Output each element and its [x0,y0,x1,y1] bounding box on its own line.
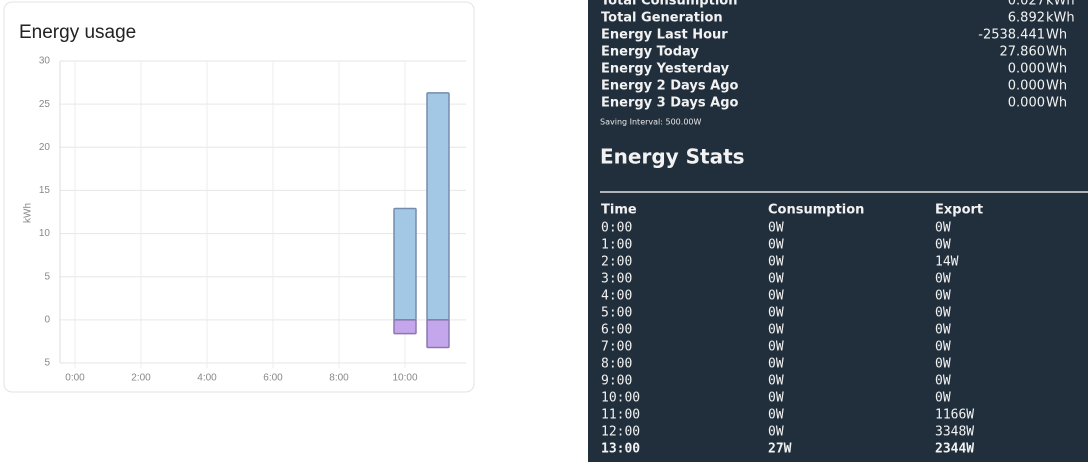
summary-unit: Wh [1046,28,1067,43]
summary-label: Energy Yesterday [601,62,730,77]
table-cell: 6:00 [601,323,632,338]
table-cell: 1166W [935,408,974,423]
x-tick-label: 0:00 [65,373,85,384]
table-cell: 1:00 [601,238,632,253]
table-cell: 11:00 [601,408,640,423]
summary-unit: kWh [1046,11,1075,26]
x-tick-label: 10:00 [392,373,417,384]
bar [393,319,417,335]
y-tick-label: 20 [39,142,51,153]
table-cell: 0W [935,306,951,321]
table-cell: 0W [935,289,951,304]
summary-value: 0.000 [1008,62,1045,77]
saving-interval: Saving Interval: 500.00W [600,118,701,127]
y-tick-label: 25 [39,99,51,110]
table-cell: 0W [768,391,784,406]
table-cell: 0W [768,340,784,355]
table-cell: 0W [768,272,784,287]
x-tick-label: 12 [465,373,477,384]
summary-unit: Wh [1046,79,1067,94]
table-cell: 3:00 [601,272,632,287]
table-cell: 2:00 [601,255,632,270]
x-tick-label: 4:00 [197,373,217,384]
table-cell: 5:00 [601,306,632,321]
table-cell: 0W [768,306,784,321]
table-cell: 10:00 [601,391,640,406]
summary-unit: Wh [1046,96,1067,111]
summary-value: -2538.441 [978,28,1045,43]
table-cell: 0W [935,374,951,389]
y-tick-label: 5 [44,271,50,282]
table-cell: 0W [935,238,951,253]
table-cell: 27W [768,442,792,457]
column-header: Export [935,203,983,218]
table-cell: 0W [768,357,784,372]
table-cell: 4:00 [601,289,632,304]
table-cell: 0W [935,323,951,338]
table-cell: 9:00 [601,374,632,389]
summary-label: Energy Today [601,45,699,60]
column-header: Consumption [768,203,864,218]
summary-label: Energy 3 Days Ago [601,96,739,111]
table-cell: 0W [768,238,784,253]
x-tick-label: 2:00 [131,373,151,384]
table-cell: 0W [768,323,784,338]
column-header: Time [601,203,637,218]
summary-value: 6.892 [1008,11,1045,26]
summary-unit: Wh [1046,62,1067,77]
panel-content: Total Consumption 0.027 kWh Total Generatio… [600,0,1088,457]
table-cell: 3348W [935,425,974,440]
summary-unit: Wh [1046,45,1067,60]
table-cell: 0W [935,391,951,406]
table-cell: 0W [768,221,784,236]
summary-label: Energy Last Hour [601,28,728,43]
table-cell: 0W [935,221,951,236]
stats-panel [588,0,1088,462]
table-cell: 2344W [935,442,974,457]
table-cell: 0:00 [601,221,632,236]
y-tick-label: 10 [39,228,51,239]
plot: 5 0 5 10 15 20 25 30 0:00 2:00 4:00 6:00 8:00 10:00 12 [39,56,477,384]
chart-title: Energy usage [19,22,136,43]
summary-value: 0.027 [1008,0,1045,9]
summary-value: 27.860 [1000,45,1046,60]
bar [426,92,450,321]
y-tick-label: 30 [39,56,51,67]
summary-label: Total Consumption [601,0,737,9]
x-tick-label: 6:00 [263,373,283,384]
table-cell: 8:00 [601,357,632,372]
y-tick-label: 15 [39,185,51,196]
bar [393,207,417,321]
y-tick-label: 0 [44,314,50,325]
stats-title: Energy Stats [600,145,745,169]
table-cell: 0W [935,340,951,355]
table-cell: 13:00 [601,442,640,457]
table-cell: 0W [935,272,951,287]
table-cell: 0W [768,374,784,389]
summary-value: 0.000 [1008,96,1045,111]
table-cell: 0W [935,357,951,372]
table-cell: 12:00 [601,425,640,440]
y-axis-label: kWh [23,203,34,223]
summary-label: Energy 2 Days Ago [601,79,739,94]
table-cell: 14W [935,255,959,270]
y-tick-label: 5 [44,358,50,369]
table-cell: 0W [768,408,784,423]
summary-unit: kWh [1046,0,1075,9]
chart-card [3,1,475,393]
summary-label: Total Generation [601,11,723,26]
bar [426,319,450,349]
summary-value: 0.000 [1008,79,1045,94]
table-cell: 7:00 [601,340,632,355]
table-cell: 0W [768,425,784,440]
table-cell: 0W [768,289,784,304]
table-cell: 0W [768,255,784,270]
x-tick-label: 8:00 [329,373,349,384]
